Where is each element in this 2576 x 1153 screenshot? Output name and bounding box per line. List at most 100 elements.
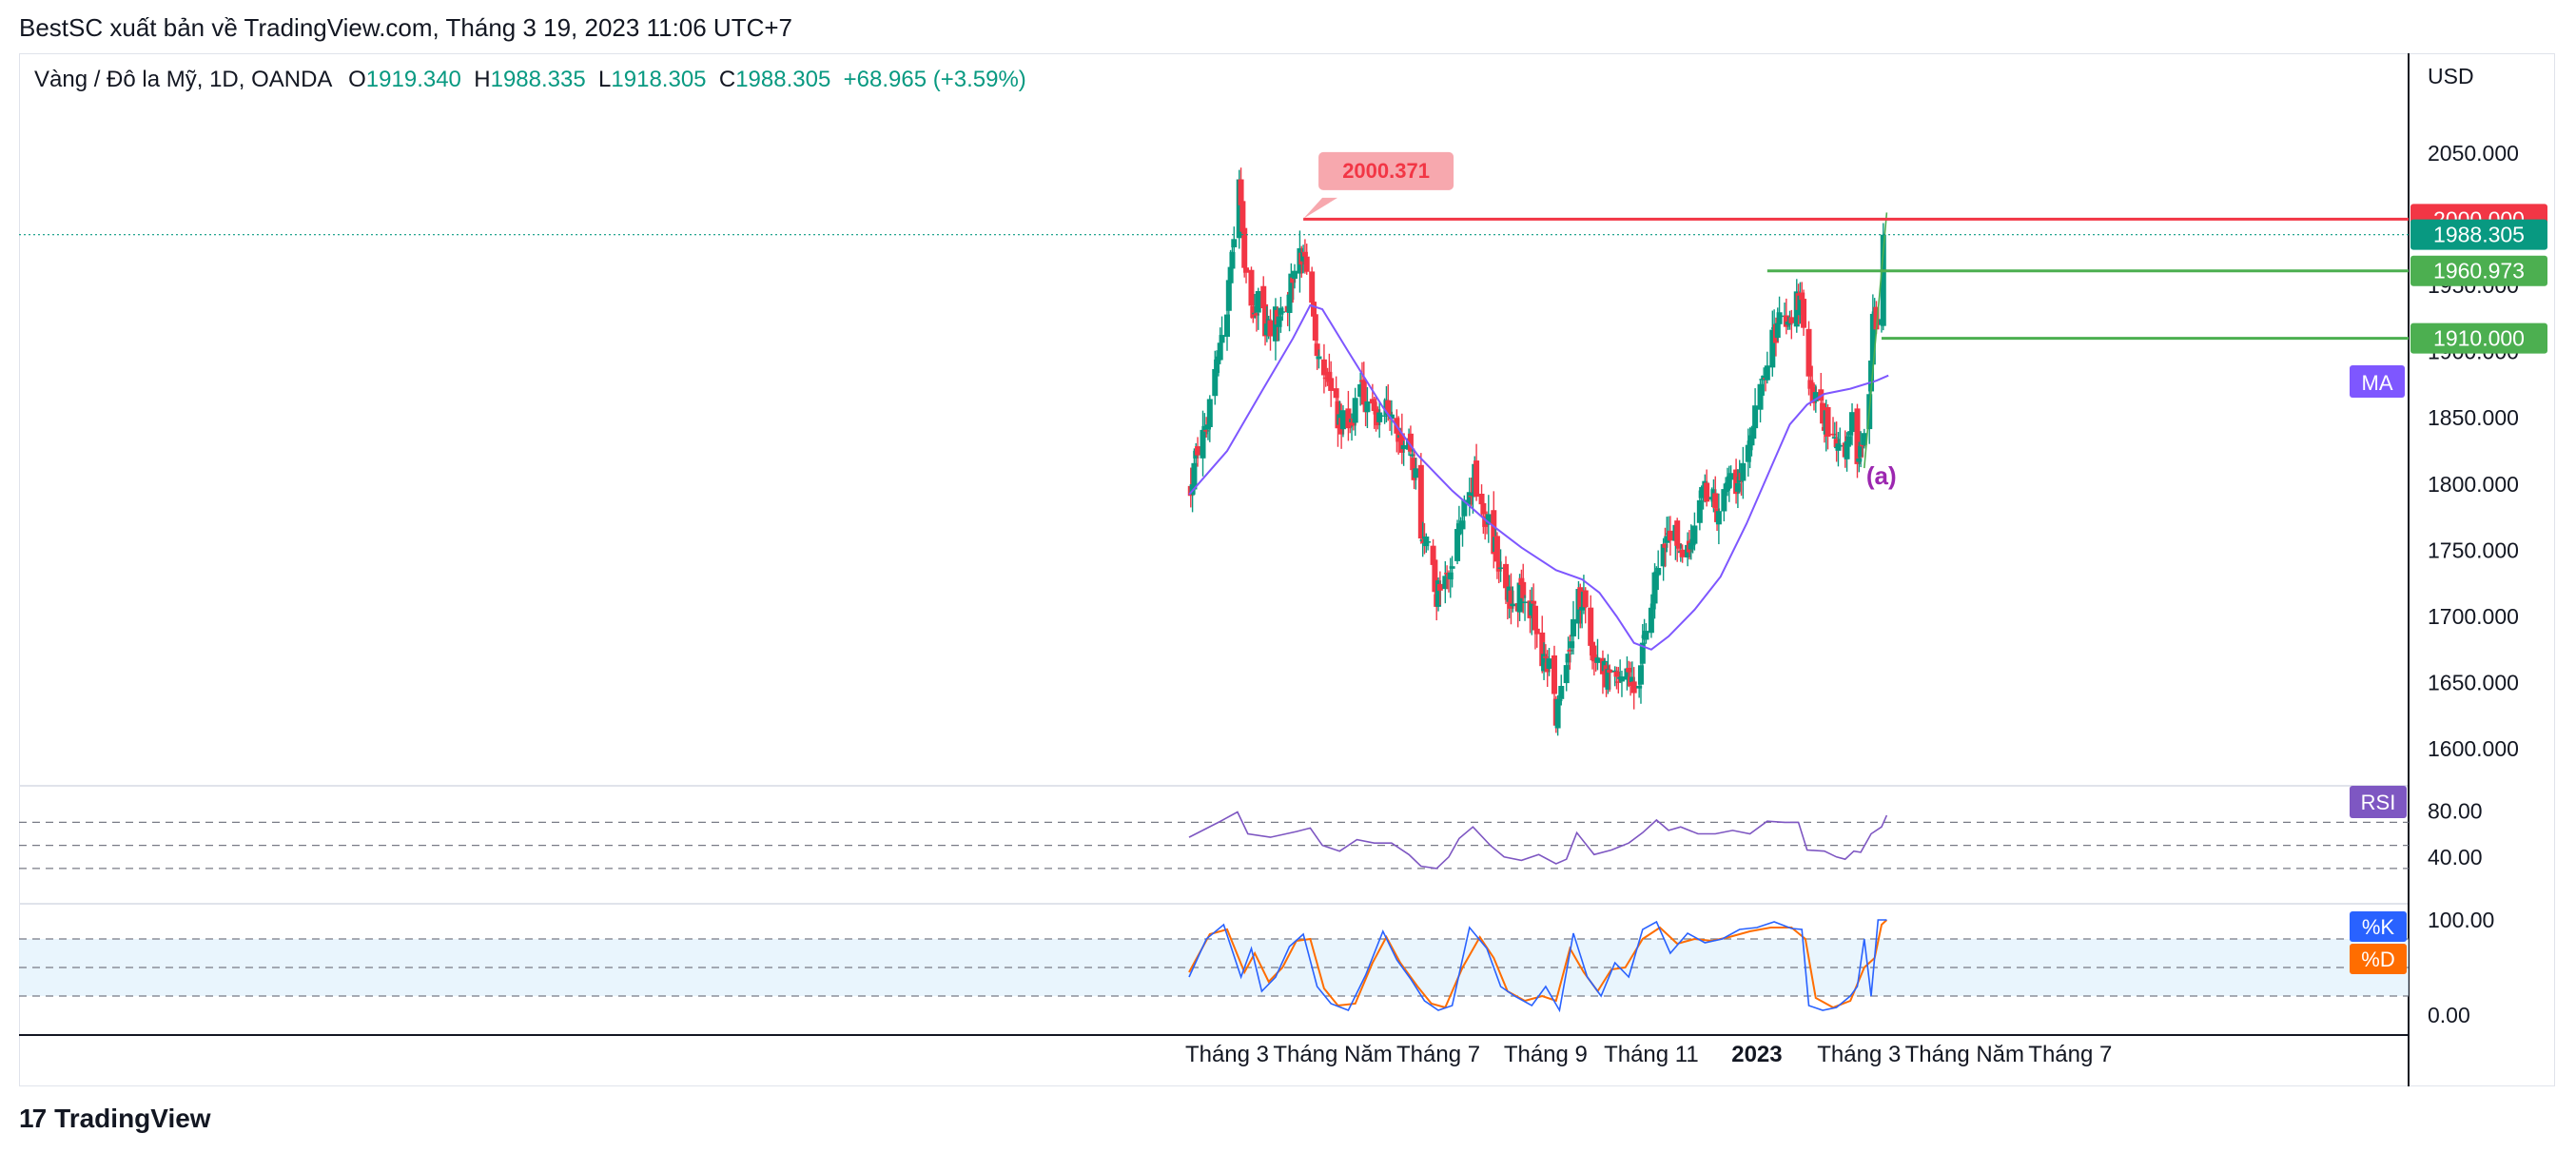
candle-body [1478, 494, 1485, 505]
candle-body [1639, 642, 1646, 664]
candle-body [1191, 462, 1198, 490]
candle-body [1508, 590, 1514, 609]
time-tick-label: Tháng 3 [1185, 1042, 1269, 1067]
candle-body [1674, 520, 1681, 546]
candle-body [1554, 698, 1561, 729]
high-label: H [474, 67, 491, 92]
level-price-badge [2410, 255, 2547, 286]
symbol-legend: Vàng / Đô la Mỹ, 1D, OANDA O1919.340 H19… [34, 67, 1026, 93]
candle-body [1691, 525, 1698, 544]
price-tick-label: 1850.000 [2428, 405, 2519, 430]
candle-body [1594, 657, 1601, 663]
tradingview-logo[interactable]: 17 TradingView [19, 1104, 211, 1134]
candle-body [1648, 607, 1654, 634]
candle-body [1769, 329, 1776, 368]
tradingview-logo-text: TradingView [54, 1104, 211, 1133]
candle-body [1219, 335, 1225, 343]
price-tick-label: 1800.000 [2428, 472, 2519, 497]
tradingview-logo-icon: 17 [19, 1104, 47, 1133]
candle-body [1470, 492, 1476, 497]
ma-tag-badge [2350, 365, 2405, 398]
candle-body [1212, 369, 1219, 397]
candle-body [1856, 459, 1863, 462]
candle-body [1556, 699, 1563, 702]
candle-body [1723, 490, 1729, 493]
candle-body [1740, 462, 1747, 481]
candle-body [1539, 632, 1546, 667]
candle-body [1812, 392, 1819, 401]
candle-body [1339, 410, 1346, 430]
candle-body [1727, 473, 1734, 480]
candle-body [1618, 676, 1625, 682]
candle-body [1630, 681, 1637, 694]
candle-body [1231, 239, 1238, 248]
candle-body [1409, 454, 1415, 457]
high-marker-pointer [1303, 197, 1338, 219]
candle-body [1520, 581, 1527, 598]
candle-body [1615, 681, 1622, 683]
candle-body [1243, 267, 1250, 273]
candle-body [1748, 435, 1755, 446]
candle-body [1497, 567, 1504, 569]
candle-body [1582, 590, 1589, 608]
stoch-d-line [1188, 919, 1888, 1009]
rsi-tag-label: RSI [2361, 791, 2396, 814]
candle-body [1250, 305, 1257, 319]
chart-frame[interactable] [19, 53, 2555, 1086]
candle-body [1643, 631, 1649, 640]
candle-body [1224, 314, 1230, 337]
candle-body [1830, 433, 1836, 436]
candle-body [1571, 618, 1576, 637]
candle-body [1636, 686, 1643, 689]
candle-body [1312, 314, 1318, 341]
price-tick-label: 2050.000 [2428, 141, 2519, 166]
candle-body [1569, 641, 1575, 649]
candle-body [1288, 273, 1295, 301]
candle-body [1662, 543, 1669, 548]
candle-body [1859, 444, 1865, 447]
candle-body [1679, 549, 1686, 557]
candle-body [1563, 665, 1570, 684]
candle-body [1764, 365, 1770, 381]
candle-body [1276, 316, 1282, 327]
time-tick-label: Tháng 7 [1396, 1042, 1480, 1067]
candle-body [1493, 536, 1500, 562]
candle-body [1236, 179, 1242, 239]
candle-body [1442, 576, 1449, 590]
candle-body [1805, 328, 1812, 377]
candle-body [1454, 529, 1461, 561]
candle-body [1436, 583, 1443, 591]
candle-body [1532, 605, 1538, 631]
candle-body [1613, 671, 1620, 677]
candle-body [1533, 628, 1540, 635]
candle-body [1801, 299, 1807, 328]
symbol-name[interactable]: Vàng / Đô la Mỹ, 1D, OANDA [34, 67, 333, 92]
candle-body [1696, 499, 1703, 523]
time-tick-label: Tháng 3 [1817, 1042, 1901, 1067]
candle-body [1260, 285, 1267, 309]
candle-body [1721, 489, 1727, 512]
candle-body [1590, 641, 1596, 656]
low-value: 1918.305 [611, 67, 707, 92]
candle-body [1833, 439, 1840, 447]
trendline [1864, 212, 1888, 469]
candle-body [1466, 492, 1473, 505]
candle-body [1873, 306, 1880, 330]
candle-body [1660, 543, 1667, 567]
candle-body [1225, 280, 1232, 311]
candle-body [1241, 227, 1248, 268]
change-value: +68.965 (+3.59%) [843, 67, 1026, 92]
candle-body [1387, 411, 1394, 417]
candle-body [1624, 668, 1630, 680]
candle-body [1360, 380, 1367, 405]
candle-body [1880, 234, 1886, 326]
stoch-d-tag-badge [2350, 944, 2407, 974]
candle-body [1423, 536, 1430, 547]
candle-body [1529, 601, 1535, 616]
candle-body [1844, 440, 1850, 459]
candle-body [1217, 342, 1223, 361]
stoch-k-line [1188, 919, 1887, 1013]
candle-body [1328, 378, 1335, 391]
candle-body [1579, 606, 1586, 611]
